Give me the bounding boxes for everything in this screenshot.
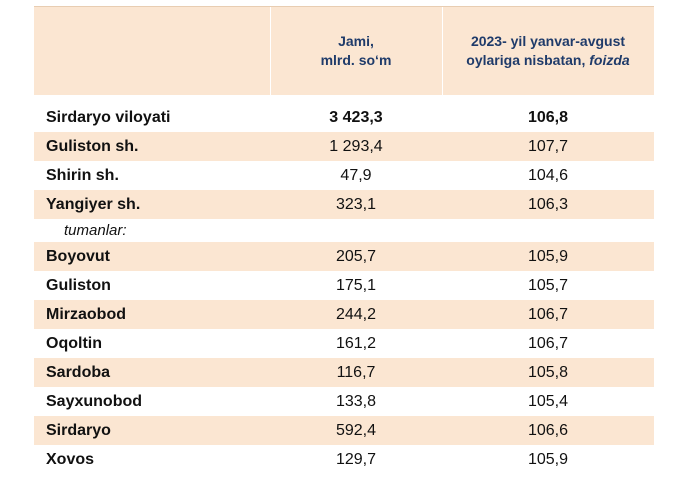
row-percent: 105,9 [527, 450, 569, 468]
row-name: Sirdaryo [46, 421, 111, 439]
header-total-column: Jami, mlrd. so‘m [270, 7, 442, 95]
header-divider [442, 7, 443, 95]
header-total-line1: Jami, [338, 33, 374, 49]
header-percent-line1: 2023- yil yanvar-avgust [470, 33, 626, 49]
row-total: 116,7 [336, 363, 376, 381]
row-total: 161,2 [335, 334, 377, 352]
header-percent-column: 2023- yil yanvar-avgust oylariga nisbata… [442, 7, 654, 95]
table-row: Sirdaryo viloyati 3 423,3 106,8 [34, 103, 654, 132]
table-row: Yangiyer sh. 323,1 106,3 [34, 190, 654, 219]
table-row: Guliston 175,1 105,7 [34, 271, 654, 300]
table-row: Xovos 129,7 105,9 [34, 445, 654, 474]
row-percent: 104,6 [527, 166, 569, 184]
row-percent: 105,4 [527, 392, 569, 410]
row-name: Sardoba [46, 363, 111, 381]
table-row: Mirzaobod 244,2 106,7 [34, 300, 654, 329]
row-total: 1 293,4 [329, 137, 383, 155]
header-percent-line2-plain: oylariga nisbatan, [466, 52, 590, 68]
row-name: Guliston sh. [46, 137, 139, 155]
row-total: 592,4 [335, 421, 377, 439]
row-total: 244,2 [335, 305, 377, 323]
table-row: Sardoba 116,7 105,8 [34, 358, 654, 387]
row-percent: 106,8 [527, 108, 569, 126]
header-percent-line2-italic: foizda [589, 52, 630, 68]
row-name: Xovos [46, 450, 95, 468]
row-total: 129,7 [335, 450, 377, 468]
table-row: Sayxunobod 133,8 105,4 [34, 387, 654, 416]
row-percent: 105,7 [527, 276, 569, 294]
row-name: Sirdaryo viloyati [46, 108, 171, 126]
row-percent: 106,7 [527, 305, 569, 323]
row-percent: 106,7 [527, 334, 569, 352]
table-row-subheading: tumanlar: [34, 219, 654, 242]
row-total: 3 423,3 [329, 108, 383, 126]
table-header: Jami, mlrd. so‘m 2023- yil yanvar-avgust… [34, 6, 654, 95]
row-name: Mirzaobod [46, 305, 126, 323]
row-total: 323,1 [335, 195, 377, 213]
row-name: Sayxunobod [46, 392, 143, 410]
header-divider [270, 7, 271, 95]
row-percent: 105,9 [527, 247, 569, 265]
header-total-line2: mlrd. so‘m [320, 52, 392, 68]
row-percent: 106,6 [527, 421, 569, 439]
table-row: Boyovut 205,7 105,9 [34, 242, 654, 271]
row-name: Guliston [46, 276, 111, 294]
table-row: Guliston sh. 1 293,4 107,7 [34, 132, 654, 161]
row-percent: 107,7 [527, 137, 569, 155]
row-total: 133,8 [335, 392, 377, 410]
row-name: Yangiyer sh. [46, 195, 141, 213]
row-name: Boyovut [46, 247, 110, 265]
row-percent: 106,3 [527, 195, 569, 213]
data-table: Jami, mlrd. so‘m 2023- yil yanvar-avgust… [34, 6, 654, 474]
table-row: Sirdaryo 592,4 106,6 [34, 416, 654, 445]
header-percent-line2: oylariga nisbatan, foizda [466, 51, 629, 70]
table-row: Oqoltin 161,2 106,7 [34, 329, 654, 358]
table-row: Shirin sh. 47,9 104,6 [34, 161, 654, 190]
row-percent: 105,8 [527, 363, 569, 381]
row-name: Oqoltin [46, 334, 102, 352]
row-total: 47,9 [340, 166, 372, 184]
row-total: 175,1 [335, 276, 377, 294]
row-subheading: tumanlar: [64, 222, 127, 239]
row-total: 205,7 [335, 247, 377, 265]
row-name: Shirin sh. [46, 166, 119, 184]
